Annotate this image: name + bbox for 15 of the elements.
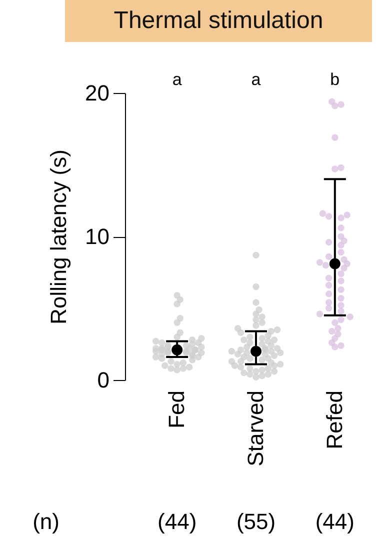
text: a [172, 70, 182, 89]
text: (55) [236, 509, 276, 534]
text: a [251, 70, 262, 89]
x-tick-label: Fed [164, 390, 190, 428]
text: (44) [158, 509, 197, 534]
y-tick-label: 10 [85, 224, 110, 249]
y-tick-label: 20 [85, 80, 110, 106]
y-axis-title: Rolling latency (s) [46, 150, 72, 324]
y-tick-label: 0 [97, 368, 110, 392]
text: b [330, 70, 340, 89]
text: (n) [32, 509, 60, 534]
text: (44) [315, 509, 354, 534]
chart-title: Thermal stimulation [65, 0, 372, 42]
x-tick-label: Refed [322, 390, 347, 450]
x-tick-label: Starved [243, 390, 268, 466]
